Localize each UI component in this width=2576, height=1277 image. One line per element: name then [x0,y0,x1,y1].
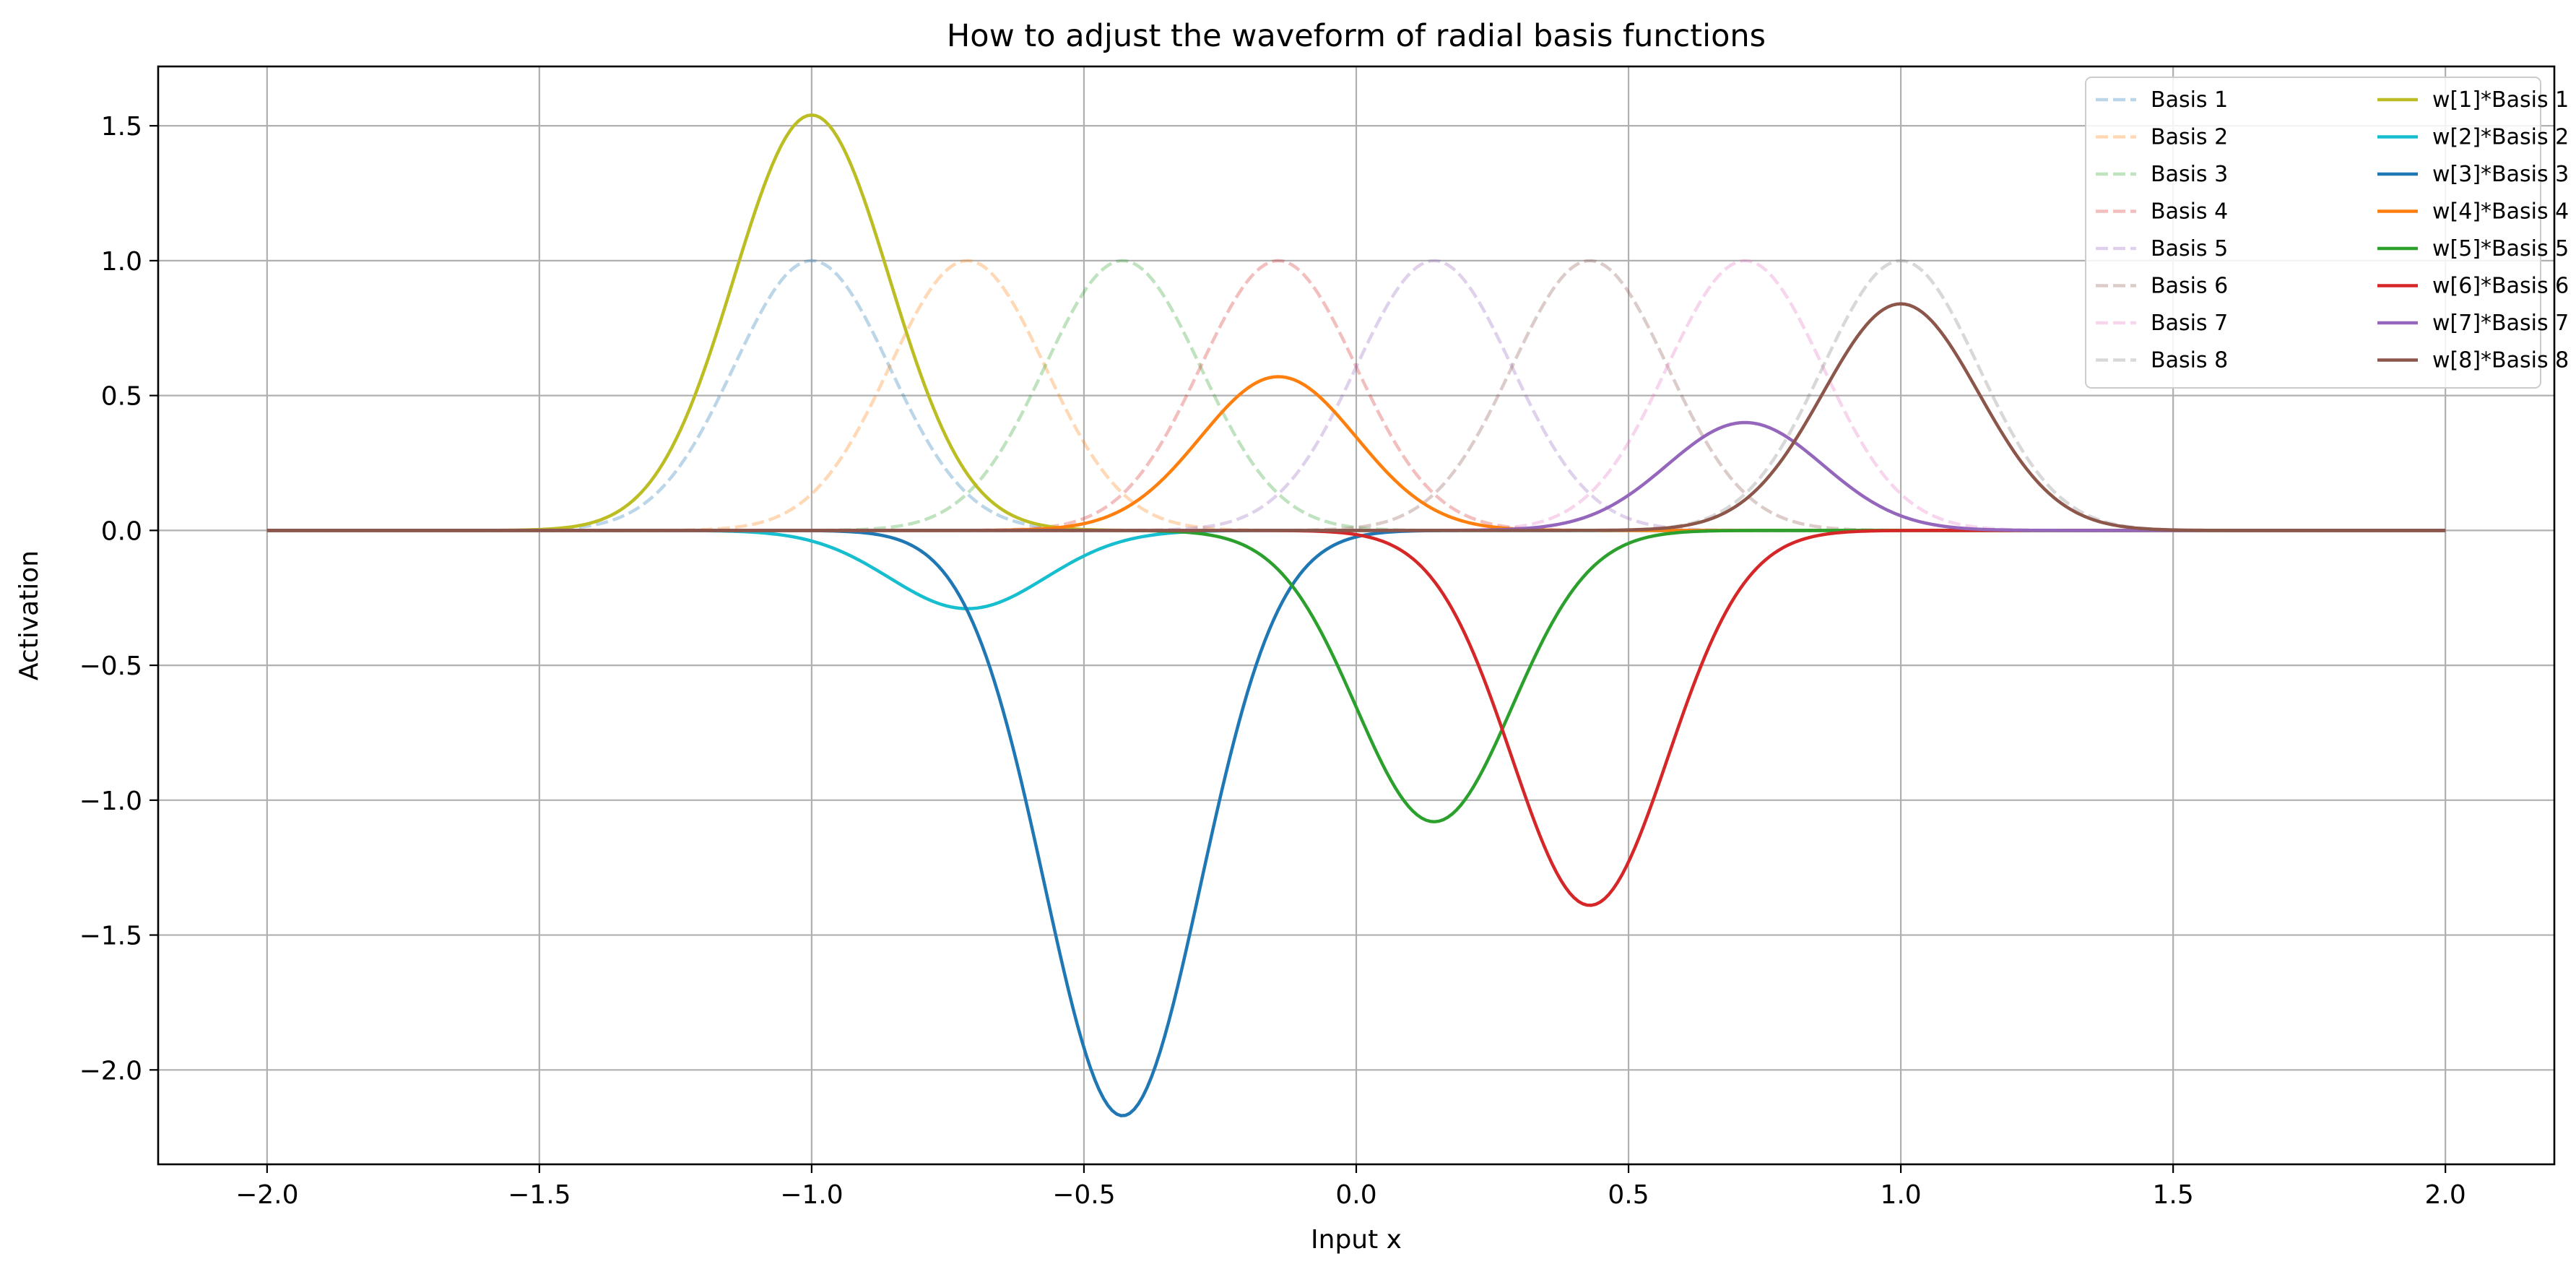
series-line-basis-8 [266,259,2446,532]
y-tick-label: −1.0 [79,787,142,816]
series-lines [266,113,2446,1117]
legend-label: Basis 4 [2151,199,2228,225]
y-tick-label: 1.0 [101,247,142,277]
legend-label: Basis 2 [2151,125,2228,150]
x-axis-label: Input x [1311,1225,1402,1255]
legend-label: w[2]*Basis 2 [2432,125,2569,150]
x-tick-label: 1.5 [2153,1180,2194,1210]
x-tick-label: 0.0 [1335,1180,1376,1210]
y-tick-label: −0.5 [79,652,142,681]
axis-ticks: −2.0 −1.5 −1.0 −0.5 0.0 0.5 1.0 1.5 2.0 −2.0 −1.5 −… [79,112,2466,1210]
legend-label: Basis 3 [2151,162,2228,187]
legend-label: w[7]*Basis 7 [2432,311,2569,336]
x-tick-label: 1.0 [1880,1180,1921,1210]
y-tick-label: −2.0 [79,1056,142,1086]
y-tick-label: 0.0 [101,516,142,546]
legend-label: w[6]*Basis 6 [2432,274,2569,299]
legend-label: Basis 5 [2151,236,2228,261]
legend-box [2085,77,2541,389]
chart-title: How to adjust the waveform of radial bas… [947,18,1766,54]
y-tick-label: 1.5 [101,112,142,142]
x-tick-label: −1.0 [780,1180,843,1210]
x-tick-label: −1.5 [508,1180,571,1210]
series-line-basis-4 [266,259,2446,532]
x-tick-label: −0.5 [1052,1180,1115,1210]
y-tick-label: 0.5 [101,382,142,412]
legend-label: w[4]*Basis 4 [2432,199,2569,225]
legend-label: Basis 8 [2151,348,2228,373]
legend-label: Basis 7 [2151,311,2228,336]
legend-label: w[8]*Basis 8 [2432,348,2569,373]
series-line-basis-5 [266,259,2446,532]
legend-label: w[1]*Basis 1 [2432,87,2569,113]
series-line-w-8-basis-8 [266,302,2446,532]
x-tick-label: −2.0 [235,1180,298,1210]
series-line-basis-1 [266,259,2446,532]
legend-label: w[5]*Basis 5 [2432,236,2569,261]
legend-label: Basis 1 [2151,87,2228,113]
y-axis-label: Activation [14,550,44,680]
legend-label: w[3]*Basis 3 [2432,162,2569,187]
y-tick-label: −1.5 [79,922,142,951]
x-tick-label: 2.0 [2425,1180,2466,1210]
x-tick-label: 0.5 [1608,1180,1649,1210]
legend: Basis 1 Basis 2 Basis 3 Basis 4 Basis 5 Basis… [2085,77,2569,389]
legend-label: Basis 6 [2151,274,2228,299]
